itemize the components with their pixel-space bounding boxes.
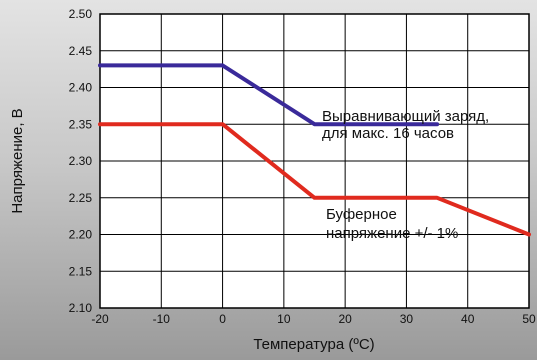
x-tick-label: 0 [219, 312, 226, 326]
y-tick-label: 2.15 [69, 264, 93, 278]
annotation-float-line-2: напряжение +/- 1% [326, 225, 458, 242]
x-tick-label: 10 [277, 312, 291, 326]
series-line-1 [98, 63, 440, 127]
y-tick-label: 2.40 [69, 81, 93, 95]
y-tick-labels: 2.10 2.15 2.20 2.25 2.30 2.35 2.40 2.45 2.50 [69, 7, 93, 315]
x-tick-labels: -20 -10 0 10 20 30 40 50 [91, 312, 536, 326]
x-tick-label: 20 [338, 312, 352, 326]
x-tick-label: -20 [91, 312, 109, 326]
y-tick-label: 2.20 [69, 228, 93, 242]
y-tick-label: 2.10 [69, 301, 93, 315]
annotation-equalizing-line-1: Выравнивающий заряд, [322, 108, 489, 125]
x-tick-label: -10 [153, 312, 171, 326]
y-axis-label: Напряжение, В [9, 108, 26, 213]
x-tick-label: 40 [461, 312, 475, 326]
series-line-2 [98, 122, 531, 237]
series-lines [98, 63, 531, 237]
y-tick-label: 2.30 [69, 154, 93, 168]
y-tick-label: 2.50 [69, 7, 93, 21]
annotation-equalizing-line-2: для макс. 16 часов [322, 125, 454, 142]
x-axis-label: Температура (ºC) [253, 336, 374, 353]
y-tick-label: 2.25 [69, 191, 93, 205]
annotation-float-line-1: Буферное [326, 206, 397, 223]
y-tick-label: 2.45 [69, 44, 93, 58]
y-tick-label: 2.35 [69, 117, 93, 131]
x-tick-label: 30 [400, 312, 414, 326]
x-tick-label: 50 [522, 312, 536, 326]
